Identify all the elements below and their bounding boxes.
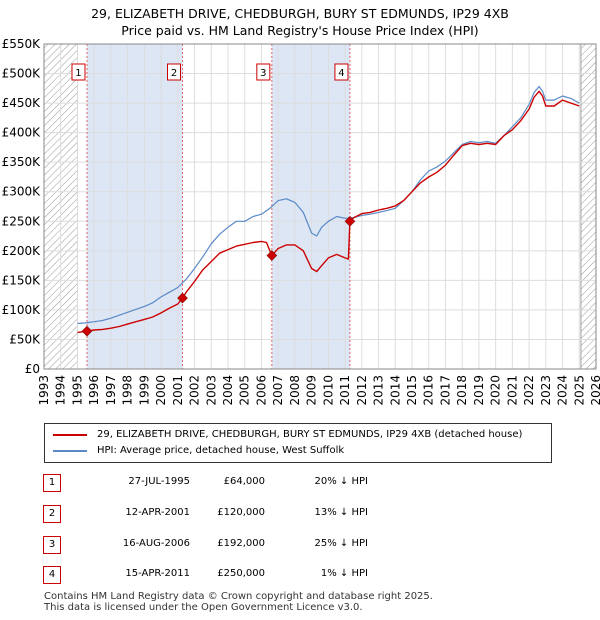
sale-price: £64,000 [223, 476, 265, 487]
legend: 29, ELIZABETH DRIVE, CHEDBURGH, BURY ST … [44, 423, 552, 463]
chart-title-line1: 29, ELIZABETH DRIVE, CHEDBURGH, BURY ST … [91, 6, 509, 21]
sale-date: 15-APR-2011 [125, 568, 190, 579]
sale-price: £120,000 [217, 507, 265, 518]
y-tick-label: £250K [2, 214, 42, 228]
x-tick-label: 2002 [188, 375, 202, 406]
y-tick-label: £500K [2, 67, 42, 81]
sale-point [177, 292, 188, 304]
sale-price: £192,000 [217, 538, 265, 549]
sale-date: 12-APR-2001 [125, 507, 190, 518]
sale-num: 2 [43, 505, 61, 523]
sale-number-label: 3 [260, 68, 266, 79]
sale-row-2: 2 12-APR-2001 £120,000 13% ↓ HPI [0, 505, 600, 525]
sale-hpi-diff: 25% ↓ HPI [314, 538, 368, 549]
legend-label-hpi: HPI: Average price, detached house, West… [97, 445, 345, 456]
x-tick-label: 2000 [154, 375, 168, 406]
x-tick-label: 2021 [505, 375, 519, 406]
x-tick-label: 2018 [455, 375, 469, 406]
footer-copyright: Contains HM Land Registry data © Crown c… [44, 591, 433, 602]
sale-number-label: 4 [338, 68, 344, 79]
x-tick-label: 2008 [288, 375, 302, 406]
sale-row-3: 3 16-AUG-2006 £192,000 25% ↓ HPI [0, 536, 600, 556]
plot-frame [43, 43, 597, 370]
y-tick-label: £100K [2, 303, 42, 317]
x-tick-label: 2017 [438, 375, 452, 406]
y-tick-label: £300K [2, 185, 42, 199]
y-tick-label: £400K [2, 126, 42, 140]
x-tick-label: 2010 [321, 375, 335, 406]
x-tick-label: 1994 [54, 375, 68, 406]
x-tick-label: 2005 [238, 375, 252, 406]
x-tick-label: 2006 [254, 375, 268, 406]
sale-num: 1 [43, 474, 61, 492]
sale-period-shade [86, 44, 183, 369]
legend-swatch-property [53, 434, 87, 436]
sale-number-box [256, 63, 271, 81]
x-tick-label: 1995 [70, 375, 84, 406]
sale-hpi-diff: 1% ↓ HPI [320, 568, 368, 579]
x-tick-label: 2013 [372, 375, 386, 406]
x-tick-label: 2009 [305, 375, 319, 406]
x-tick-label: 1999 [137, 375, 151, 406]
x-tick-label: 1993 [37, 375, 51, 406]
price-chart: £0 £50K £100K £150K £200K £250K £300K £350K £400… [2, 37, 600, 406]
sale-hpi-diff: 20% ↓ HPI [314, 476, 368, 487]
sale-price: £250,000 [217, 568, 265, 579]
sale-hpi-diff: 13% ↓ HPI [314, 507, 368, 518]
sale-num: 3 [43, 536, 61, 554]
hatched-region [580, 44, 596, 369]
x-tick-label: 2024 [556, 375, 570, 406]
x-tick-label: 2016 [422, 375, 436, 406]
x-tick-label: 2025 [572, 375, 586, 406]
sale-number-box [167, 63, 182, 81]
y-tick-label: £550K [2, 37, 42, 51]
x-tick-label: 2020 [489, 375, 503, 406]
x-tick-label: 2022 [522, 375, 536, 406]
x-tick-label: 2019 [472, 375, 486, 406]
x-tick-label: 2007 [271, 375, 285, 406]
y-tick-label: £50K [9, 332, 41, 346]
chart-title-line2: Price paid vs. HM Land Registry's House … [121, 23, 479, 38]
sale-number-label: 1 [75, 68, 81, 79]
x-tick-label: 1998 [121, 375, 135, 406]
sale-row-4: 4 15-APR-2011 £250,000 1% ↓ HPI [0, 566, 600, 586]
x-tick-label: 2015 [405, 375, 419, 406]
sale-period-shade [271, 44, 350, 369]
x-tick-label: 2003 [204, 375, 218, 406]
x-tick-label: 2026 [589, 375, 600, 406]
legend-swatch-hpi [53, 450, 87, 452]
x-tick-label: 2001 [171, 375, 185, 406]
y-tick-label: £350K [2, 155, 42, 169]
x-tick-label: 2014 [388, 375, 402, 406]
legend-label-property: 29, ELIZABETH DRIVE, CHEDBURGH, BURY ST … [97, 429, 523, 440]
x-tick-label: 2012 [355, 375, 369, 406]
property-series-line [77, 90, 580, 334]
y-tick-label: £0 [25, 362, 40, 376]
y-tick-label: £150K [2, 273, 42, 287]
sale-row-1: 1 27-JUL-1995 £64,000 20% ↓ HPI [0, 474, 600, 494]
x-tick-label: 2023 [539, 375, 553, 406]
x-tick-label: 1996 [87, 375, 101, 406]
sale-number-box [334, 63, 349, 81]
sale-num: 4 [43, 566, 61, 584]
sale-point [266, 250, 278, 261]
x-tick-label: 1997 [104, 375, 118, 406]
sale-point [81, 325, 93, 337]
footer-licence: This data is licensed under the Open Gov… [44, 602, 363, 613]
sale-point [344, 215, 356, 227]
sale-date: 27-JUL-1995 [128, 476, 190, 487]
sale-number-box [71, 63, 86, 81]
x-tick-label: 2011 [338, 375, 352, 406]
sale-date: 16-AUG-2006 [122, 538, 190, 549]
y-tick-label: £200K [2, 244, 42, 258]
hpi-series-line [77, 85, 580, 325]
x-tick-label: 2004 [221, 375, 235, 406]
sale-number-label: 2 [171, 68, 177, 79]
y-tick-label: £450K [2, 96, 42, 110]
